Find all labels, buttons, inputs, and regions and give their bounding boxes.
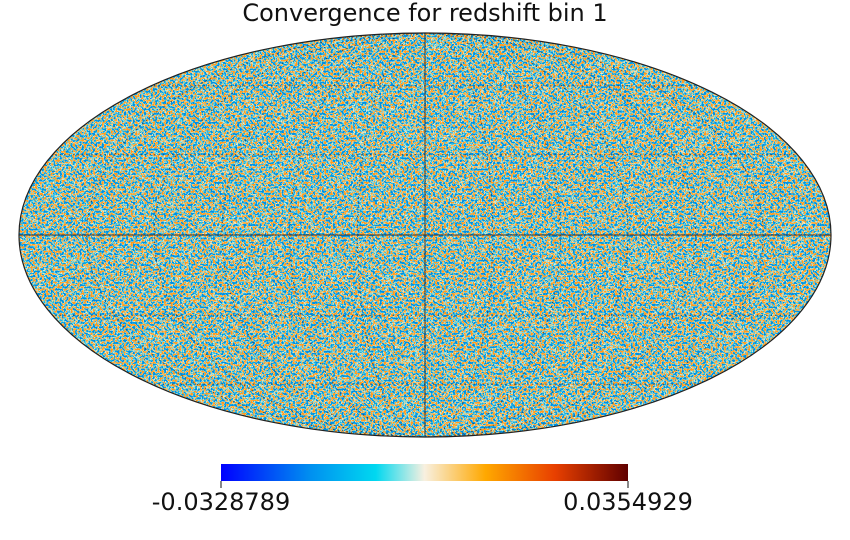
colorbar: [221, 464, 628, 481]
colorbar-max-label: 0.0354929: [563, 488, 693, 516]
colorbar-min-label: -0.0328789: [152, 488, 290, 516]
map-outline: [18, 32, 832, 438]
map-title: Convergence for redshift bin 1: [242, 0, 607, 27]
map-field: [19, 33, 831, 437]
